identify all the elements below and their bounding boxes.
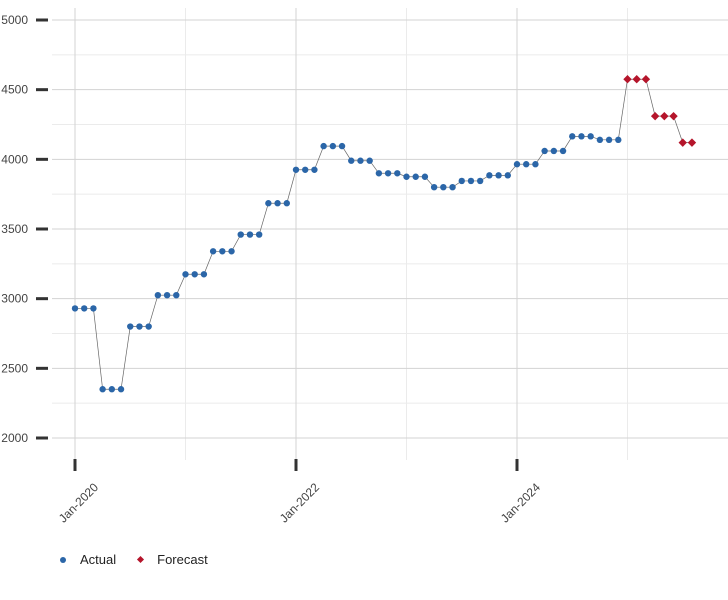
legend-label-actual: Actual (80, 552, 117, 567)
series-lines (75, 78, 692, 390)
actual-data-point (81, 305, 88, 312)
forecast-data-point (641, 75, 651, 84)
actual-data-point (394, 170, 401, 177)
actual-data-point (430, 184, 438, 191)
actual-data-point (90, 305, 97, 312)
actual-data-point (467, 177, 475, 185)
actual-data-point (476, 177, 484, 185)
legend-label-forecast: Forecast (157, 552, 208, 567)
x-axis: Jan-2020 Jan-2022 Jan-2024 (56, 459, 544, 526)
actual-data-point (228, 248, 235, 255)
actual-data-point (449, 184, 456, 191)
actual-data-point (329, 142, 337, 150)
actual-data-point (127, 323, 134, 330)
forecast-data-point (687, 138, 697, 147)
forecast-data-point (669, 111, 678, 121)
actual-data-point (283, 200, 290, 207)
series-connecting-line (75, 78, 692, 390)
actual-data-point (71, 305, 79, 312)
x-tick-label: Jan-2020 (56, 480, 102, 526)
actual-data-point (320, 142, 327, 150)
actual-data-point (163, 291, 171, 299)
actual-data-point (145, 323, 152, 330)
x-tick-label: Jan-2022 (277, 480, 323, 526)
actual-data-point (265, 200, 272, 207)
actual-data-point (504, 172, 511, 179)
actual-data-point (255, 231, 263, 238)
forecast-data-point (650, 111, 660, 121)
actual-data-point (173, 291, 180, 299)
actual-data-point (486, 172, 493, 179)
actual-data-point (412, 173, 419, 180)
actual-data-point (99, 386, 106, 393)
chart-legend: Actual Forecast (60, 552, 230, 567)
actual-data-point (338, 142, 346, 150)
y-tick-label: 3500 (1, 222, 28, 236)
y-tick-label: 3000 (1, 292, 28, 306)
actual-data-point (550, 147, 558, 155)
actual-data-point (440, 184, 447, 191)
actual-data-point (532, 161, 539, 168)
actual-data-point (237, 231, 244, 238)
y-tick-label: 4000 (1, 152, 28, 166)
forecast-data-point (632, 75, 641, 84)
major-gridlines (52, 8, 728, 460)
legend-item-actual: Actual (60, 552, 116, 567)
actual-data-point (357, 157, 364, 164)
actual-data-point (302, 166, 309, 173)
actual-data-point (219, 248, 226, 255)
actual-data-point (403, 173, 410, 180)
legend-swatch-actual (60, 556, 66, 563)
actual-data-point (513, 161, 521, 168)
forecast-data-point (623, 75, 632, 84)
actual-data-point (108, 386, 116, 393)
actual-data-point (117, 386, 125, 393)
series-markers (71, 75, 697, 393)
actual-data-point (292, 166, 300, 173)
y-tick-label: 2000 (1, 431, 28, 445)
actual-data-point (182, 271, 189, 278)
actual-data-point (578, 133, 585, 140)
actual-data-point (523, 161, 530, 168)
actual-data-point (615, 136, 622, 144)
y-axis: 2000 2500 3000 3500 4000 4500 5000 (1, 13, 48, 445)
actual-data-point (458, 177, 465, 185)
actual-data-point (348, 157, 355, 164)
actual-data-point (191, 271, 198, 278)
y-tick-label: 2500 (1, 361, 28, 375)
actual-data-point (384, 170, 392, 177)
actual-data-point (495, 172, 502, 179)
actual-data-point (154, 291, 162, 299)
forecast-data-point (678, 138, 687, 147)
actual-data-point (246, 231, 254, 238)
actual-data-point (136, 323, 143, 330)
actual-data-point (605, 136, 613, 144)
y-tick-label: 5000 (1, 13, 28, 27)
actual-data-point (274, 200, 281, 207)
actual-data-point (587, 133, 594, 140)
actual-data-point (421, 173, 429, 180)
actual-data-point (375, 170, 383, 177)
actual-data-point (200, 271, 208, 278)
forecast-data-point (660, 111, 669, 121)
actual-data-point (541, 147, 548, 155)
actual-data-point (311, 166, 318, 173)
actual-data-point (569, 133, 576, 140)
legend-item-forecast: Forecast (137, 552, 208, 567)
y-tick-label: 4500 (1, 83, 28, 97)
minor-gridlines (52, 8, 728, 460)
actual-data-point (596, 136, 604, 144)
actual-data-point (209, 248, 217, 255)
actual-data-point (559, 147, 567, 155)
legend-swatch-forecast (137, 555, 145, 564)
actual-data-point (366, 157, 373, 164)
x-tick-label: Jan-2024 (498, 480, 544, 526)
